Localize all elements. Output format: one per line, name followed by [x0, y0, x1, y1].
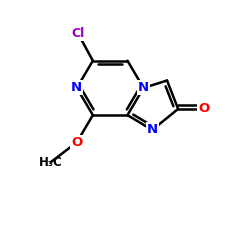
Text: H₃C: H₃C: [39, 156, 63, 168]
Text: O: O: [198, 102, 210, 116]
Text: N: N: [138, 82, 149, 94]
Text: Cl: Cl: [72, 27, 85, 40]
Text: N: N: [147, 124, 158, 136]
Text: O: O: [71, 136, 83, 149]
Text: N: N: [71, 82, 82, 94]
